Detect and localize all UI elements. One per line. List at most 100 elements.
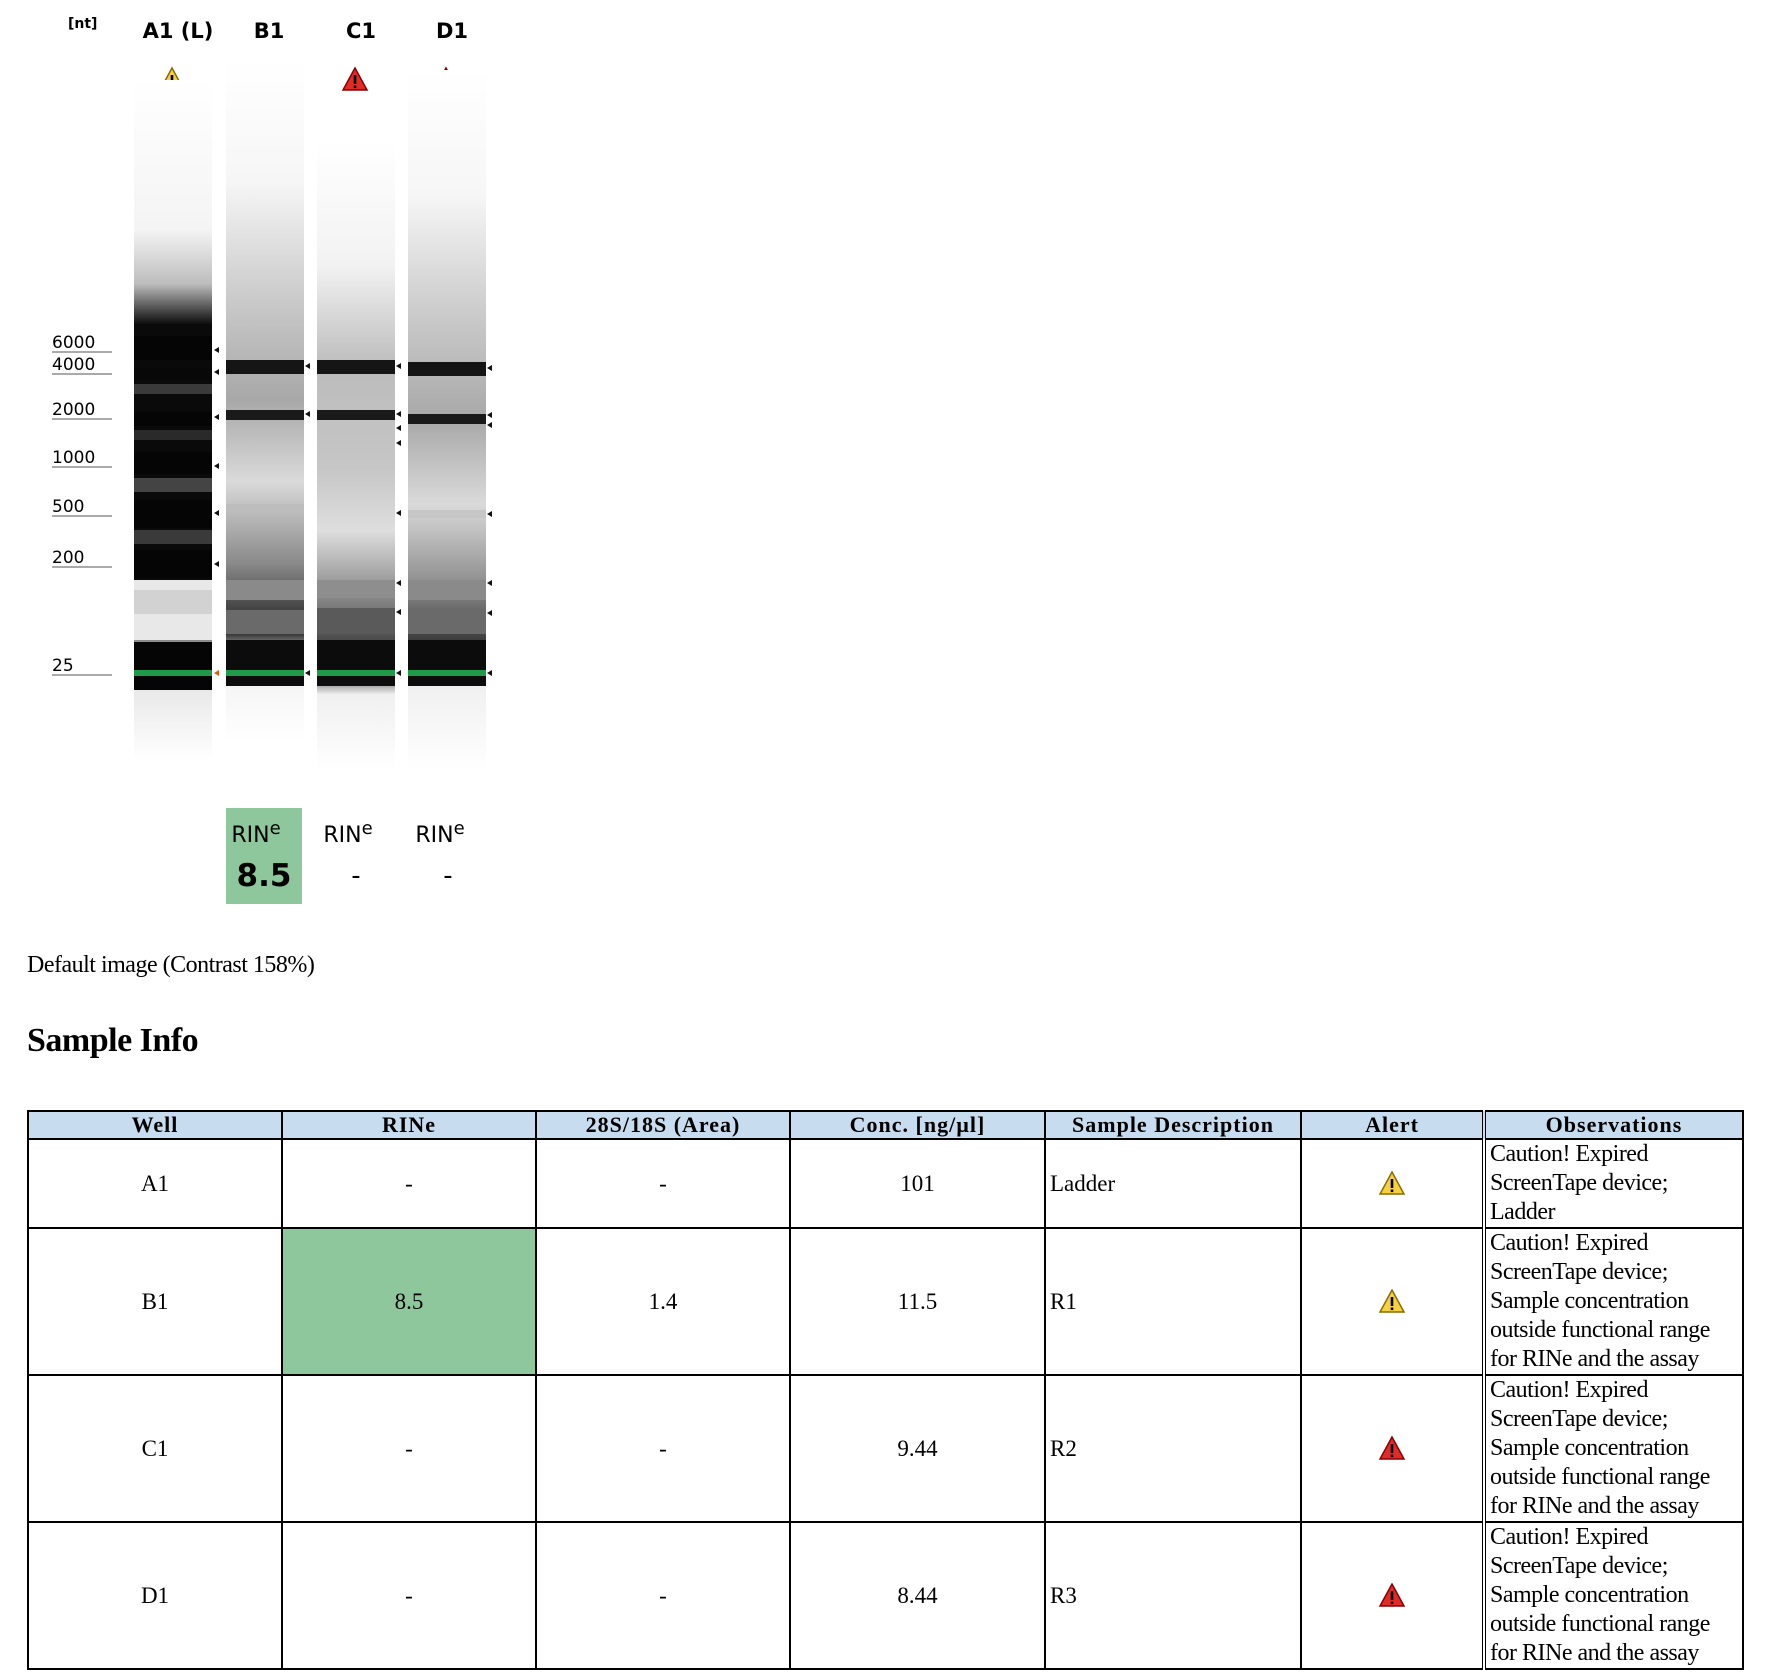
cell-ratio: 1.4 — [535, 1227, 791, 1376]
column-header-observations[interactable]: Observations — [1482, 1110, 1744, 1140]
cell-description: R2 — [1044, 1374, 1302, 1523]
observation-line: Sample concentration — [1490, 1582, 1689, 1608]
table-row[interactable]: D1 - - 8.44 R3 Caution! Expired ScreenTa… — [27, 1521, 1744, 1670]
observation-line: Caution! Expired — [1490, 1524, 1648, 1550]
size-marker-1000: 1000 — [52, 448, 95, 468]
peak-markers — [214, 347, 492, 676]
cell-observations: Caution! Expired ScreenTape device; Samp… — [1482, 1227, 1744, 1376]
observation-line: for RINe and the assay — [1490, 1493, 1699, 1519]
cell-rine: - — [281, 1138, 537, 1229]
cell-well: C1 — [27, 1374, 283, 1523]
section-title: Sample Info — [27, 1022, 199, 1059]
cell-description: R1 — [1044, 1227, 1302, 1376]
cell-ratio: - — [535, 1374, 791, 1523]
cell-ratio: - — [535, 1138, 791, 1229]
column-header-conc[interactable]: Conc. [ng/µl] — [789, 1110, 1046, 1140]
cell-well: A1 — [27, 1138, 283, 1229]
observation-line: Caution! Expired — [1490, 1230, 1648, 1256]
cell-rine: - — [281, 1521, 537, 1670]
cell-rine: 8.5 — [281, 1227, 537, 1376]
observation-line: ScreenTape device; — [1490, 1406, 1668, 1432]
size-marker-4000: 4000 — [52, 355, 95, 375]
image-caption: Default image (Contrast 158%) — [27, 952, 315, 978]
gel-lane-c1 — [317, 140, 395, 770]
observation-line: Sample concentration — [1490, 1435, 1689, 1461]
cell-conc: 11.5 — [789, 1227, 1046, 1376]
observation-line: Caution! Expired — [1490, 1377, 1648, 1403]
cell-conc: 101 — [789, 1138, 1046, 1229]
error-icon — [1378, 1583, 1406, 1608]
cell-observations: Caution! Expired ScreenTape device; Ladd… — [1482, 1138, 1744, 1229]
cell-well: D1 — [27, 1521, 283, 1670]
observation-line: outside functional range — [1490, 1317, 1710, 1343]
cell-rine: - — [281, 1374, 537, 1523]
gel-unit-label: [nt] — [68, 16, 97, 32]
observation-line: ScreenTape device; — [1490, 1259, 1668, 1285]
rine-superscript: e — [362, 818, 373, 839]
warning-icon — [1378, 1289, 1406, 1314]
sample-info-table: Well RINe 28S/18S (Area) Conc. [ng/µl] S… — [27, 1110, 1744, 1670]
svg-text:RINe: RINe — [323, 818, 372, 848]
observation-line: outside functional range — [1490, 1464, 1710, 1490]
observation-line: for RINe and the assay — [1490, 1640, 1699, 1666]
lane-label-b1: B1 — [254, 19, 285, 43]
observation-line: Caution! Expired — [1490, 1141, 1648, 1167]
cell-observations: Caution! Expired ScreenTape device; Samp… — [1482, 1374, 1744, 1523]
rine-label: RIN — [231, 823, 269, 848]
table-row[interactable]: B1 8.5 1.4 11.5 R1 Caution! Expired Scre… — [27, 1227, 1744, 1376]
column-header-alert[interactable]: Alert — [1300, 1110, 1485, 1140]
lane-label-c1: C1 — [346, 19, 376, 43]
rine-box-b1: RINe 8.5 — [226, 808, 302, 904]
table-row[interactable]: A1 - - 101 Ladder Caution! Expired Scree… — [27, 1138, 1744, 1229]
size-marker-axis: 6000 4000 2000 1000 500 200 25 — [52, 333, 112, 676]
gel-lane-b1 — [226, 60, 304, 740]
size-marker-25: 25 — [52, 656, 74, 676]
cell-alert — [1300, 1374, 1485, 1523]
column-header-ratio[interactable]: 28S/18S (Area) — [535, 1110, 791, 1140]
rine-value: - — [351, 861, 360, 891]
cell-description: Ladder — [1044, 1138, 1302, 1229]
table-row[interactable]: C1 - - 9.44 R2 Caution! Expired ScreenTa… — [27, 1374, 1744, 1523]
observation-line: ScreenTape device; — [1490, 1553, 1668, 1579]
rine-label: RIN — [323, 823, 361, 848]
lane-label-a1: A1 (L) — [143, 19, 214, 43]
observation-line: for RINe and the assay — [1490, 1346, 1699, 1372]
column-header-rine[interactable]: RINe — [281, 1110, 537, 1140]
svg-text:RINe: RINe — [231, 818, 280, 848]
size-marker-200: 200 — [52, 548, 84, 568]
svg-text:RINe: RINe — [415, 818, 464, 848]
error-icon — [341, 66, 369, 91]
gel-lane-d1 — [408, 70, 486, 770]
rine-value: - — [443, 861, 452, 891]
column-header-description[interactable]: Sample Description — [1044, 1110, 1302, 1140]
rine-label: RIN — [415, 823, 453, 848]
cell-conc: 9.44 — [789, 1374, 1046, 1523]
observation-line: ScreenTape device; — [1490, 1170, 1668, 1196]
gel-lane-a1 — [134, 80, 212, 760]
cell-description: R3 — [1044, 1521, 1302, 1670]
cell-conc: 8.44 — [789, 1521, 1046, 1670]
cell-well: B1 — [27, 1227, 283, 1376]
rine-superscript: e — [270, 818, 281, 839]
cell-alert — [1300, 1521, 1485, 1670]
size-marker-6000: 6000 — [52, 333, 95, 353]
warning-icon — [1378, 1171, 1406, 1196]
cell-alert — [1300, 1227, 1485, 1376]
column-header-well[interactable]: Well — [27, 1110, 283, 1140]
size-marker-2000: 2000 — [52, 400, 95, 420]
cell-observations: Caution! Expired ScreenTape device; Samp… — [1482, 1521, 1744, 1670]
rine-box-d1: RINe - — [415, 818, 464, 891]
observation-line: Sample concentration — [1490, 1288, 1689, 1314]
error-icon — [1378, 1436, 1406, 1461]
gel-image: [nt] A1 (L) B1 C1 D1 6000 4000 2000 1000… — [52, 16, 492, 904]
cell-ratio: - — [535, 1521, 791, 1670]
rine-value: 8.5 — [237, 858, 292, 894]
observation-line: Ladder — [1490, 1199, 1555, 1225]
observation-line: outside functional range — [1490, 1611, 1710, 1637]
cell-alert — [1300, 1138, 1485, 1229]
table-header-row: Well RINe 28S/18S (Area) Conc. [ng/µl] S… — [27, 1110, 1744, 1140]
lane-label-d1: D1 — [436, 19, 468, 43]
rine-superscript: e — [454, 818, 465, 839]
rine-box-c1: RINe - — [323, 818, 372, 891]
size-marker-500: 500 — [52, 497, 84, 517]
